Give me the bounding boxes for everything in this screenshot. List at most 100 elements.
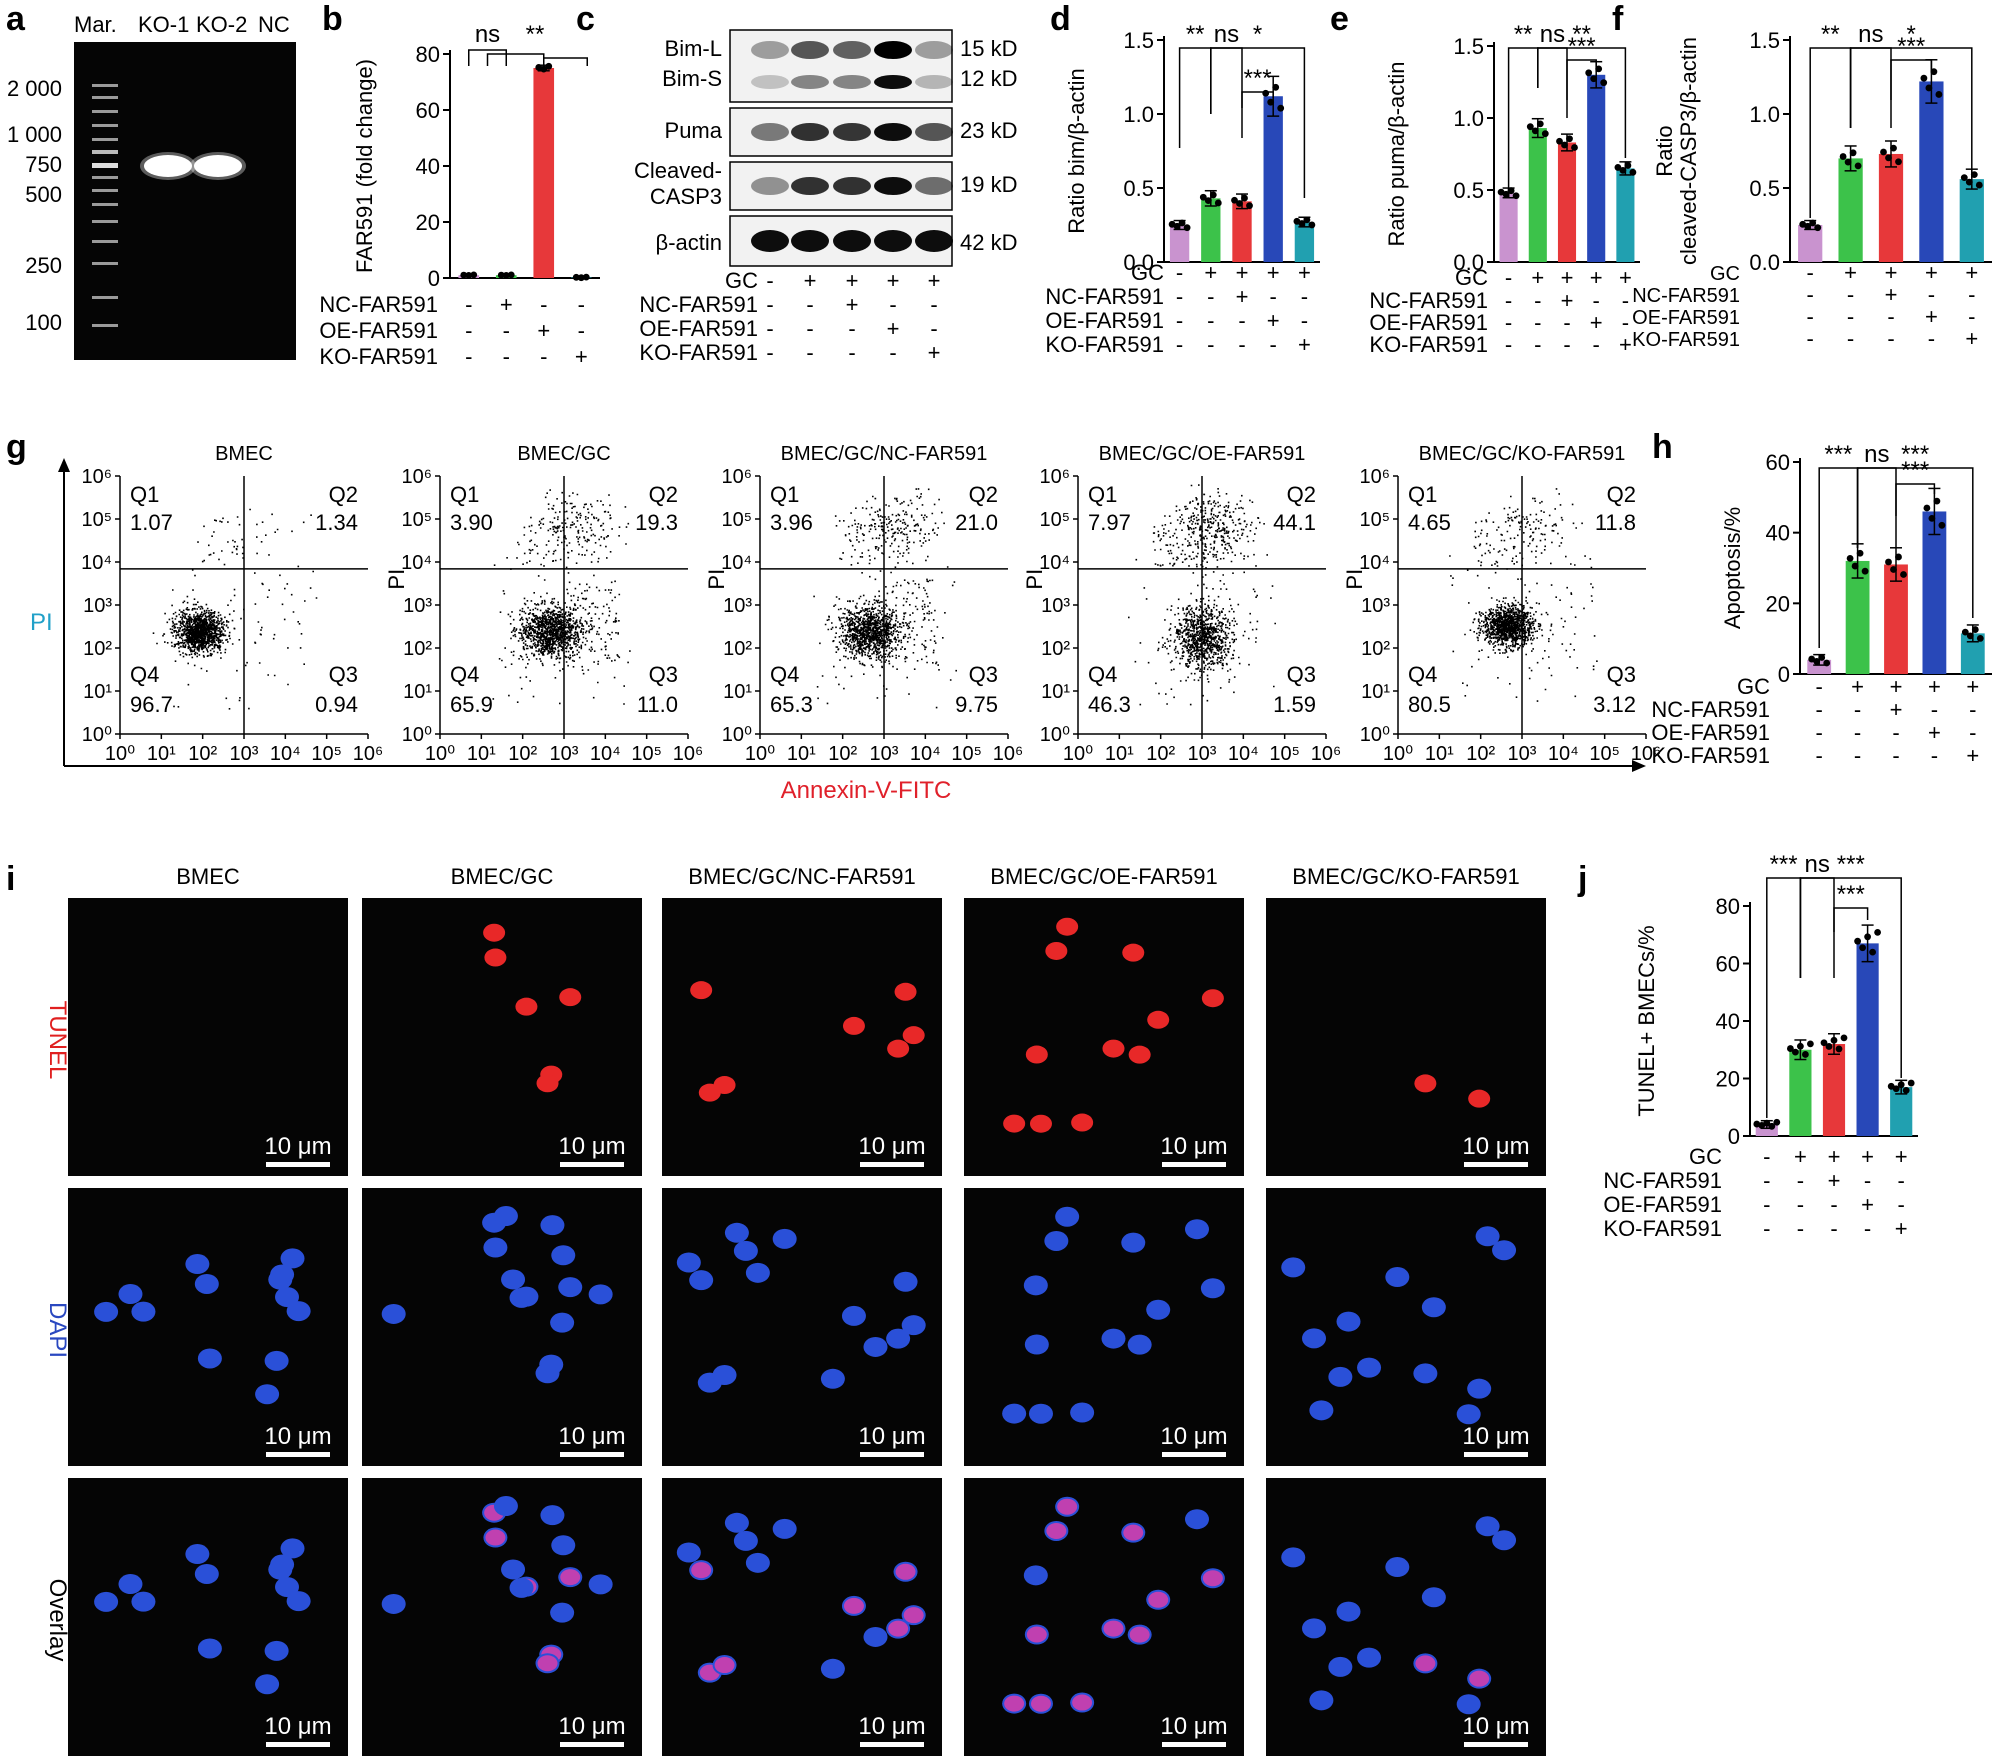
data-point [1797,1042,1804,1050]
data-point [1849,149,1857,157]
data-point [1526,123,1534,131]
tunel-positive-nucleus [894,982,917,1001]
dapi-nucleus [1385,1267,1410,1288]
significance-label: *** [1824,441,1852,468]
quadrant-name: Q4 [770,662,799,687]
tunel-positive-nucleus [842,1016,865,1035]
condition-sign: - [1534,288,1541,313]
microscopy-image [662,898,942,1176]
blot-band [833,75,871,89]
condition-sign: + [1861,1144,1874,1169]
quadrant-value: 65.3 [770,692,813,717]
overlay-merged-nucleus [1030,1695,1051,1712]
row-label-nc: NC-FAR591 [1369,288,1488,313]
condition-sign: - [1816,697,1823,722]
dapi-nucleus [1467,1378,1492,1399]
condition-sign: + [537,318,550,343]
significance-bracket [1799,877,1835,978]
data-point [1629,168,1637,176]
significance-label: ns [1540,21,1565,48]
flow-y-tick-label: 10² [1361,638,1390,660]
dapi-nucleus [381,1303,406,1324]
quadrant-name: Q2 [329,482,358,507]
blot-band [791,41,829,59]
flow-plot-title: BMEC/GC/NC-FAR591 [781,443,988,465]
dapi-nucleus [286,1591,311,1612]
condition-sign: + [1895,1144,1908,1169]
flow-events [492,489,631,705]
dapi-nucleus [1413,1363,1438,1384]
row-label-gc: GC [1737,674,1770,699]
condition-sign: + [1925,260,1938,285]
data-point [545,62,553,70]
data-point [540,65,548,73]
significance-bracket [1849,47,1892,128]
dapi-nucleus [841,1305,866,1326]
data-point [1840,1034,1848,1042]
flow-x-tick-label: 10⁴ [590,743,621,765]
flow-x-tick-label: 10¹ [147,743,176,765]
condition-sign: - [1847,304,1854,329]
flow-pi-label: PI [1022,569,1047,590]
condition-sign: + [1590,265,1603,290]
blot-bands [751,41,953,252]
significance-bracket [1537,47,1568,118]
bar [1922,511,1947,674]
data-point [1512,192,1520,200]
dapi-nucleus [1385,1557,1410,1578]
y-axis-label: Apoptosis/% [1720,507,1745,629]
condition-sign: + [928,268,941,293]
bar [1294,222,1315,262]
condition-sign: + [500,292,513,317]
scale-bar-label: 10 μm [1462,1423,1529,1450]
data-point [1246,202,1253,210]
tunel-positive-nucleus [1147,1010,1170,1029]
dapi-nucleus [1336,1311,1361,1332]
dapi-nucleus [540,1215,565,1236]
annexin-axis-label: Annexin-V-FITC [781,777,952,804]
data-point [1267,98,1275,106]
condition-sign: - [1238,308,1245,333]
data-point [1566,135,1573,143]
dapi-nucleus [493,1206,518,1227]
condition-sign: - [1505,332,1512,357]
condition-sign: - [1622,310,1629,335]
flow-x-tick-label: 10² [1466,743,1495,765]
significance-bracket [1890,59,1933,100]
y-axis-label: Ratio puma/β-actin [1384,61,1409,246]
microscopy-image [68,898,348,1176]
condition-sign: + [1267,308,1280,333]
flow-x-tick-label: 10⁰ [425,743,455,765]
dapi-nucleus [1023,1565,1048,1586]
flow-pi-label: PI [1342,569,1367,590]
band-label-actin: β-actin [656,230,722,255]
data-point [1277,104,1285,112]
dapi-nucleus [493,1496,518,1517]
significance-bracket [1849,47,1973,178]
overlay-merged-nucleus [888,1620,909,1637]
overlay-merged-nucleus [1202,1570,1223,1587]
dapi-nucleus [676,1542,701,1563]
condition-sign: + [846,268,859,293]
quadrant-value: 44.1 [1273,510,1316,535]
condition-sign: - [1593,332,1600,357]
scale-bar [860,1742,924,1747]
y-tick-label: 0.5 [1453,178,1484,203]
condition-sign: + [1966,743,1979,768]
blot-band [751,123,789,141]
data-point [1802,1051,1809,1058]
flow-x-tick-label: 10³ [550,743,579,765]
panel-label-d: d [1050,0,1071,38]
dapi-nucleus [550,1312,575,1333]
dapi-nucleus [733,1240,758,1261]
microscopy-image [68,1188,348,1466]
microscopy-tile: 10 μm [964,1478,1244,1756]
condition-sign: - [1270,332,1277,357]
microscopy-tile: 10 μm [662,898,942,1176]
y-tick-label: 20 [1766,591,1790,616]
flow-y-tick-label: 10⁴ [1359,552,1390,574]
row-label-ko: KO-FAR591 [1045,332,1164,357]
flow-x-tick-label: 10⁰ [105,743,135,765]
data-point [1846,554,1854,562]
bar [1884,564,1908,674]
